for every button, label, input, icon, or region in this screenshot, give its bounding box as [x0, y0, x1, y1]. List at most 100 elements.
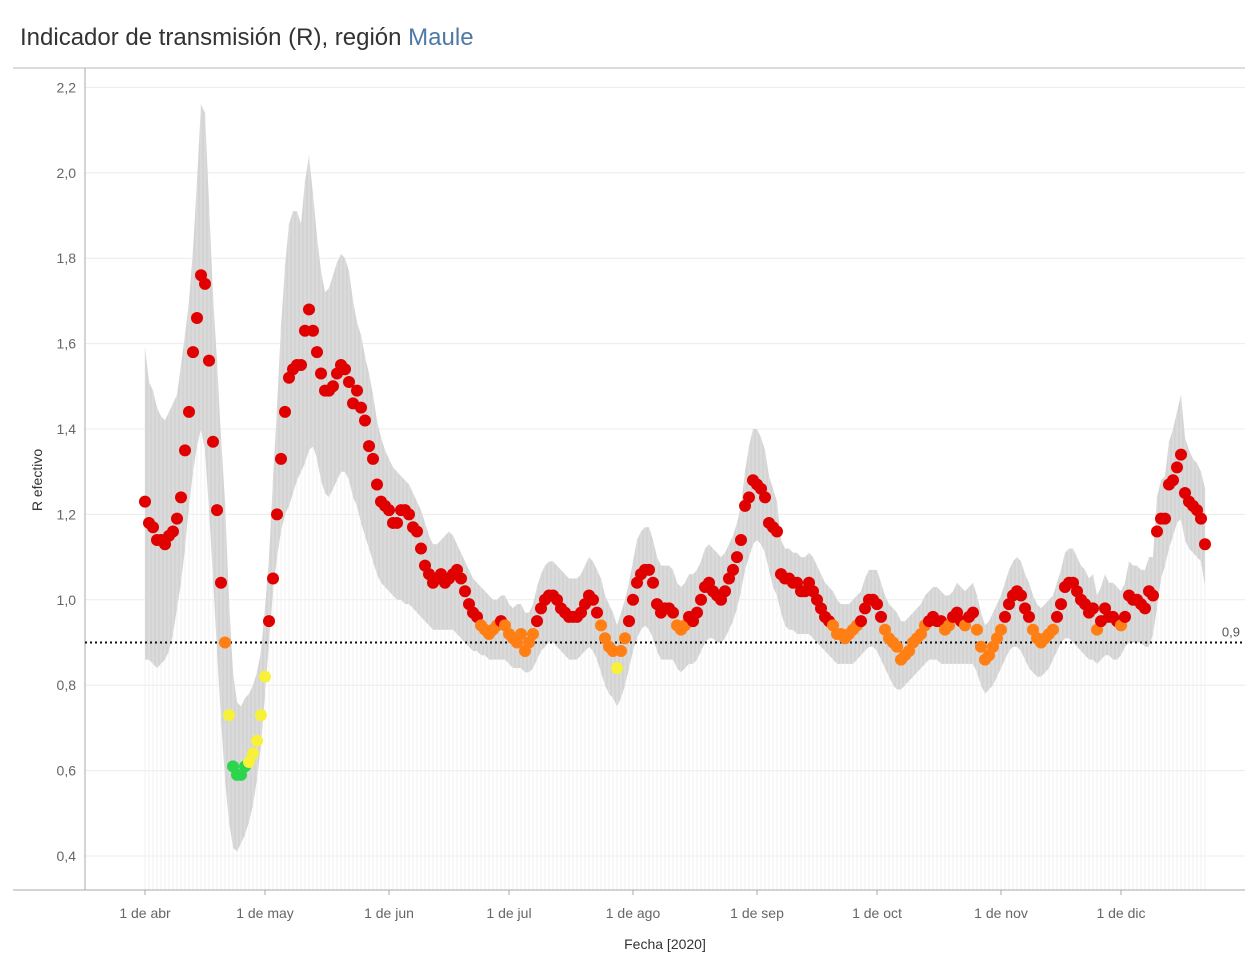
y-tick-label: 1,0 — [57, 592, 77, 608]
data-point[interactable] — [371, 478, 383, 491]
data-point[interactable] — [355, 401, 367, 414]
data-point[interactable] — [1199, 538, 1211, 551]
data-point[interactable] — [383, 504, 395, 517]
data-point[interactable] — [1175, 448, 1187, 461]
data-point[interactable] — [191, 311, 203, 324]
data-point[interactable] — [515, 627, 527, 640]
data-point[interactable] — [611, 662, 623, 675]
data-point[interactable] — [1139, 602, 1151, 615]
data-point[interactable] — [271, 508, 283, 521]
data-point[interactable] — [727, 563, 739, 576]
data-point[interactable] — [587, 593, 599, 606]
data-point[interactable] — [259, 670, 271, 683]
data-point[interactable] — [975, 640, 987, 653]
data-point[interactable] — [411, 525, 423, 538]
data-point[interactable] — [855, 615, 867, 628]
data-point[interactable] — [719, 585, 731, 598]
data-point[interactable] — [615, 645, 627, 658]
data-point[interactable] — [179, 444, 191, 457]
data-point[interactable] — [171, 512, 183, 525]
data-point[interactable] — [691, 606, 703, 619]
data-point[interactable] — [1047, 623, 1059, 636]
data-point[interactable] — [187, 346, 199, 359]
data-point[interactable] — [215, 576, 227, 589]
data-point[interactable] — [623, 615, 635, 628]
data-point[interactable] — [343, 376, 355, 389]
data-point[interactable] — [247, 747, 259, 760]
data-point[interactable] — [695, 593, 707, 606]
data-point[interactable] — [367, 452, 379, 465]
data-point[interactable] — [315, 367, 327, 380]
data-point[interactable] — [1167, 474, 1179, 487]
data-point[interactable] — [627, 593, 639, 606]
data-point[interactable] — [391, 516, 403, 529]
data-point[interactable] — [1051, 610, 1063, 623]
data-point[interactable] — [967, 606, 979, 619]
data-point[interactable] — [871, 598, 883, 611]
data-point[interactable] — [207, 435, 219, 448]
data-point[interactable] — [279, 405, 291, 418]
data-point[interactable] — [275, 452, 287, 465]
data-point[interactable] — [459, 585, 471, 598]
data-point[interactable] — [643, 563, 655, 576]
data-point[interactable] — [147, 521, 159, 534]
data-point[interactable] — [351, 384, 363, 397]
data-point[interactable] — [1147, 589, 1159, 602]
data-point[interactable] — [295, 358, 307, 371]
data-point[interactable] — [199, 277, 211, 290]
data-point[interactable] — [595, 619, 607, 632]
data-point[interactable] — [999, 610, 1011, 623]
data-point[interactable] — [531, 615, 543, 628]
data-point[interactable] — [759, 491, 771, 504]
data-point[interactable] — [667, 606, 679, 619]
data-point[interactable] — [359, 414, 371, 427]
data-point[interactable] — [1023, 610, 1035, 623]
data-point[interactable] — [263, 615, 275, 628]
data-point[interactable] — [1159, 512, 1171, 525]
data-point[interactable] — [255, 709, 267, 722]
data-point[interactable] — [267, 572, 279, 585]
data-point[interactable] — [1015, 589, 1027, 602]
data-point[interactable] — [1087, 602, 1099, 615]
data-point[interactable] — [327, 380, 339, 393]
data-point[interactable] — [1151, 525, 1163, 538]
data-point[interactable] — [735, 534, 747, 547]
data-point[interactable] — [183, 405, 195, 418]
data-point[interactable] — [303, 303, 315, 316]
data-point[interactable] — [307, 324, 319, 337]
data-point[interactable] — [211, 504, 223, 517]
data-point[interactable] — [647, 576, 659, 589]
data-point[interactable] — [771, 525, 783, 538]
data-point[interactable] — [1171, 461, 1183, 474]
data-point[interactable] — [223, 709, 235, 722]
data-point[interactable] — [139, 495, 151, 508]
data-point[interactable] — [891, 640, 903, 653]
data-point[interactable] — [527, 627, 539, 640]
data-point[interactable] — [403, 508, 415, 521]
data-point[interactable] — [743, 491, 755, 504]
data-point[interactable] — [455, 572, 467, 585]
data-point[interactable] — [219, 636, 231, 649]
chart-title: Indicador de transmisión (R), región Mau… — [20, 24, 474, 52]
data-point[interactable] — [1055, 598, 1067, 611]
data-point[interactable] — [995, 623, 1007, 636]
data-point[interactable] — [203, 354, 215, 367]
data-point[interactable] — [311, 346, 323, 359]
data-point[interactable] — [415, 542, 427, 555]
data-point[interactable] — [363, 440, 375, 453]
data-point[interactable] — [971, 623, 983, 636]
data-point[interactable] — [591, 606, 603, 619]
data-point[interactable] — [1119, 610, 1131, 623]
data-point[interactable] — [1195, 512, 1207, 525]
y-axis-title: R efectivo — [29, 449, 45, 511]
data-point[interactable] — [875, 610, 887, 623]
data-point[interactable] — [175, 491, 187, 504]
data-point[interactable] — [731, 551, 743, 564]
data-point[interactable] — [167, 525, 179, 538]
data-point[interactable] — [339, 363, 351, 376]
data-point[interactable] — [619, 632, 631, 645]
data-point[interactable] — [251, 734, 263, 747]
y-tick-label: 0,6 — [57, 763, 77, 779]
chart-title-prefix: Indicador de transmisión (R), región — [20, 24, 409, 51]
